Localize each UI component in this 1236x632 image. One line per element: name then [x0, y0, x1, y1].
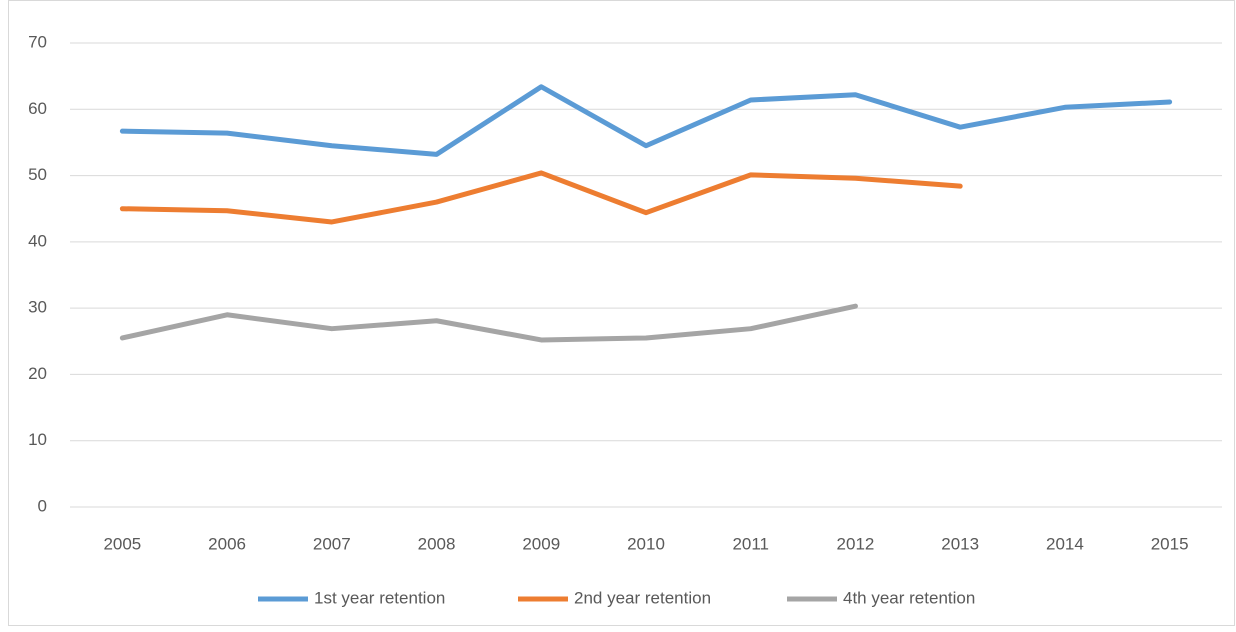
x-tick-label: 2014 [1046, 534, 1084, 553]
y-tick-label: 10 [28, 430, 47, 449]
x-tick-label: 2010 [627, 534, 665, 553]
x-tick-label: 2006 [208, 534, 246, 553]
y-tick-label: 30 [28, 298, 47, 317]
x-tick-label: 2005 [103, 534, 141, 553]
y-tick-label: 0 [38, 496, 47, 515]
series-line [119, 303, 858, 343]
x-tick-label: 2011 [732, 534, 769, 553]
y-tick-label: 70 [28, 32, 47, 51]
y-tick-label: 50 [28, 165, 47, 184]
legend-label: 1st year retention [314, 588, 445, 607]
x-tick-label: 2008 [418, 534, 456, 553]
x-tick-label: 2012 [837, 534, 875, 553]
x-tick-label: 2013 [941, 534, 979, 553]
chart-border [8, 0, 1235, 626]
x-tick-label: 2009 [522, 534, 560, 553]
series-line [119, 84, 1173, 157]
series-line [119, 170, 963, 225]
legend-label: 2nd year retention [574, 588, 711, 607]
y-tick-label: 60 [28, 99, 47, 118]
x-tick-label: 2015 [1151, 534, 1189, 553]
legend-label: 4th year retention [843, 588, 975, 607]
y-tick-label: 20 [28, 364, 47, 383]
y-tick-label: 40 [28, 231, 47, 250]
x-tick-label: 2007 [313, 534, 351, 553]
